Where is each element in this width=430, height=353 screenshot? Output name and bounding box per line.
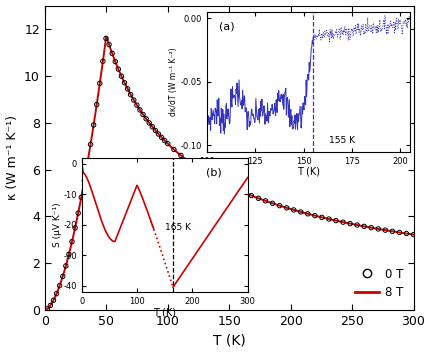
- Point: [130, 97, 137, 103]
- Point: [71, 225, 78, 231]
- Point: [409, 232, 416, 238]
- Point: [118, 73, 125, 79]
- Point: [74, 210, 81, 216]
- Point: [93, 102, 100, 107]
- Point: [111, 59, 118, 64]
- Point: [283, 205, 289, 211]
- Point: [115, 66, 122, 72]
- Point: [47, 303, 54, 308]
- Point: [96, 80, 103, 86]
- Point: [205, 172, 212, 178]
- Point: [346, 221, 353, 226]
- Point: [84, 160, 91, 166]
- Point: [161, 138, 168, 143]
- Point: [304, 211, 310, 217]
- Point: [148, 124, 155, 130]
- Point: [318, 215, 325, 220]
- Point: [170, 146, 177, 152]
- Point: [65, 251, 72, 257]
- Point: [59, 274, 66, 279]
- Point: [136, 107, 143, 113]
- Point: [233, 187, 240, 192]
- Point: [78, 195, 85, 200]
- Point: [152, 128, 159, 133]
- Point: [50, 298, 57, 303]
- Point: [184, 158, 191, 164]
- Point: [240, 190, 247, 196]
- X-axis label: T (K): T (K): [212, 334, 245, 347]
- Point: [353, 222, 360, 228]
- Point: [177, 152, 184, 158]
- Point: [310, 213, 317, 219]
- Point: [68, 239, 75, 244]
- Point: [99, 59, 106, 64]
- Point: [53, 291, 60, 297]
- Point: [339, 219, 346, 225]
- Point: [332, 218, 339, 223]
- Point: [402, 231, 409, 237]
- Point: [164, 141, 171, 146]
- Point: [90, 122, 97, 128]
- Point: [325, 216, 332, 222]
- Legend: 0 T, 8 T: 0 T, 8 T: [350, 263, 407, 304]
- Point: [212, 176, 219, 182]
- Point: [395, 230, 402, 235]
- Point: [226, 184, 233, 189]
- Point: [198, 168, 205, 174]
- Point: [289, 207, 296, 213]
- Point: [297, 209, 304, 215]
- Point: [276, 203, 283, 209]
- Point: [102, 36, 109, 41]
- Point: [367, 225, 374, 231]
- Point: [81, 178, 88, 184]
- Point: [158, 134, 165, 140]
- Point: [268, 201, 275, 206]
- Point: [261, 198, 268, 204]
- Point: [374, 226, 381, 232]
- Point: [108, 50, 115, 56]
- Point: [247, 193, 254, 198]
- Point: [255, 196, 261, 201]
- Point: [155, 131, 162, 137]
- Point: [219, 180, 226, 186]
- Point: [44, 306, 51, 312]
- Point: [191, 163, 198, 169]
- Point: [142, 116, 149, 122]
- Point: [87, 142, 94, 147]
- Point: [360, 223, 367, 229]
- Point: [381, 227, 388, 233]
- Point: [105, 42, 112, 47]
- Point: [127, 92, 134, 97]
- Point: [62, 263, 69, 269]
- Y-axis label: κ (W m⁻¹ K⁻¹): κ (W m⁻¹ K⁻¹): [6, 115, 18, 200]
- Point: [121, 80, 128, 85]
- Point: [133, 102, 140, 108]
- Point: [139, 112, 146, 117]
- Point: [388, 228, 395, 234]
- Point: [124, 86, 131, 92]
- Point: [56, 283, 63, 288]
- Point: [145, 120, 152, 126]
